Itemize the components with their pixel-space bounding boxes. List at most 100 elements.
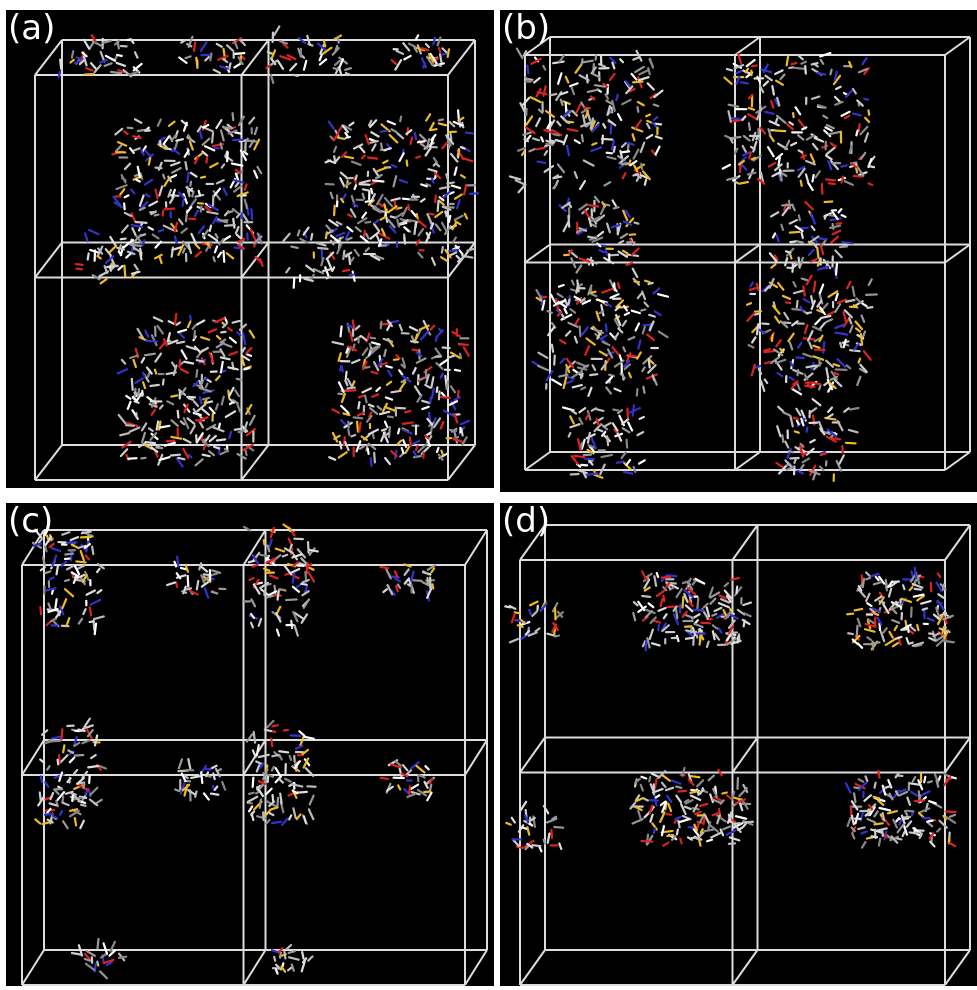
bond	[461, 147, 465, 149]
bond	[213, 773, 214, 779]
bond	[439, 119, 443, 120]
page: {"panels": [{"label": "(a)"}, {"label": …	[0, 0, 977, 990]
bond	[799, 215, 800, 220]
bond	[233, 219, 234, 228]
bond	[61, 729, 62, 739]
bond	[60, 60, 61, 69]
bond	[589, 205, 599, 206]
bond	[272, 822, 281, 823]
bond	[176, 582, 177, 586]
bond	[178, 458, 184, 459]
bond	[879, 839, 880, 846]
bond	[267, 596, 273, 598]
bond	[582, 135, 583, 141]
bond	[460, 354, 461, 358]
bond	[917, 625, 918, 630]
bond	[346, 73, 350, 75]
bond	[694, 610, 704, 611]
bond	[88, 253, 89, 259]
bond	[415, 133, 416, 139]
bond	[172, 248, 173, 257]
bond	[211, 794, 218, 795]
bond	[832, 438, 840, 439]
bond	[618, 283, 619, 288]
bond	[944, 641, 954, 642]
bond	[690, 776, 699, 777]
bond	[214, 447, 219, 449]
bond	[937, 602, 941, 603]
bond	[847, 614, 853, 615]
bond	[121, 239, 126, 240]
bond	[553, 177, 561, 178]
bond	[416, 446, 418, 450]
bond	[254, 732, 255, 743]
bond	[210, 226, 211, 231]
bond	[171, 455, 180, 456]
bond	[446, 174, 448, 179]
bond	[683, 597, 684, 608]
bond	[633, 405, 634, 415]
bond	[413, 580, 422, 581]
bond	[72, 796, 73, 801]
bond	[442, 397, 450, 398]
bond	[119, 957, 126, 958]
bond	[343, 270, 349, 271]
bond	[855, 609, 862, 610]
bond	[607, 436, 608, 445]
bond	[614, 207, 619, 208]
bond	[448, 49, 449, 57]
bond	[124, 266, 125, 276]
bond	[119, 245, 121, 250]
bond	[272, 725, 277, 726]
bond	[760, 105, 761, 111]
bond	[552, 345, 553, 352]
bond	[363, 189, 369, 190]
bond	[846, 443, 856, 444]
bond	[836, 264, 837, 274]
bond	[470, 193, 478, 194]
bond	[43, 557, 45, 564]
bond	[381, 131, 388, 132]
bond	[345, 68, 351, 70]
bond	[686, 638, 693, 639]
bond	[210, 54, 211, 61]
bond	[76, 269, 81, 270]
bond	[924, 777, 925, 782]
bond	[923, 818, 930, 819]
bond	[397, 220, 399, 227]
bond	[229, 63, 230, 68]
bond	[677, 830, 678, 835]
bond	[641, 164, 642, 169]
bond	[201, 177, 205, 178]
bond	[72, 953, 81, 954]
bond	[203, 398, 209, 400]
bond	[89, 776, 90, 783]
bond	[374, 453, 375, 463]
bond	[371, 458, 372, 466]
bond	[294, 278, 295, 288]
bond	[897, 838, 902, 839]
bond	[78, 730, 84, 731]
bond	[273, 968, 282, 969]
bond	[136, 222, 147, 223]
bond	[946, 811, 956, 812]
bond	[794, 459, 796, 463]
bond	[610, 255, 618, 256]
bond	[848, 633, 853, 634]
bond	[135, 401, 139, 402]
bond	[442, 247, 443, 252]
bond	[405, 411, 410, 413]
bond	[854, 787, 859, 788]
bond	[190, 182, 191, 186]
bond	[641, 309, 645, 310]
bond	[797, 301, 798, 307]
bond	[595, 85, 605, 86]
bond	[825, 215, 826, 219]
bond	[340, 442, 341, 448]
bond	[349, 257, 350, 264]
bond	[212, 592, 217, 593]
bond	[196, 370, 197, 377]
bond	[568, 299, 569, 303]
bond	[676, 609, 677, 618]
bond	[544, 840, 545, 844]
